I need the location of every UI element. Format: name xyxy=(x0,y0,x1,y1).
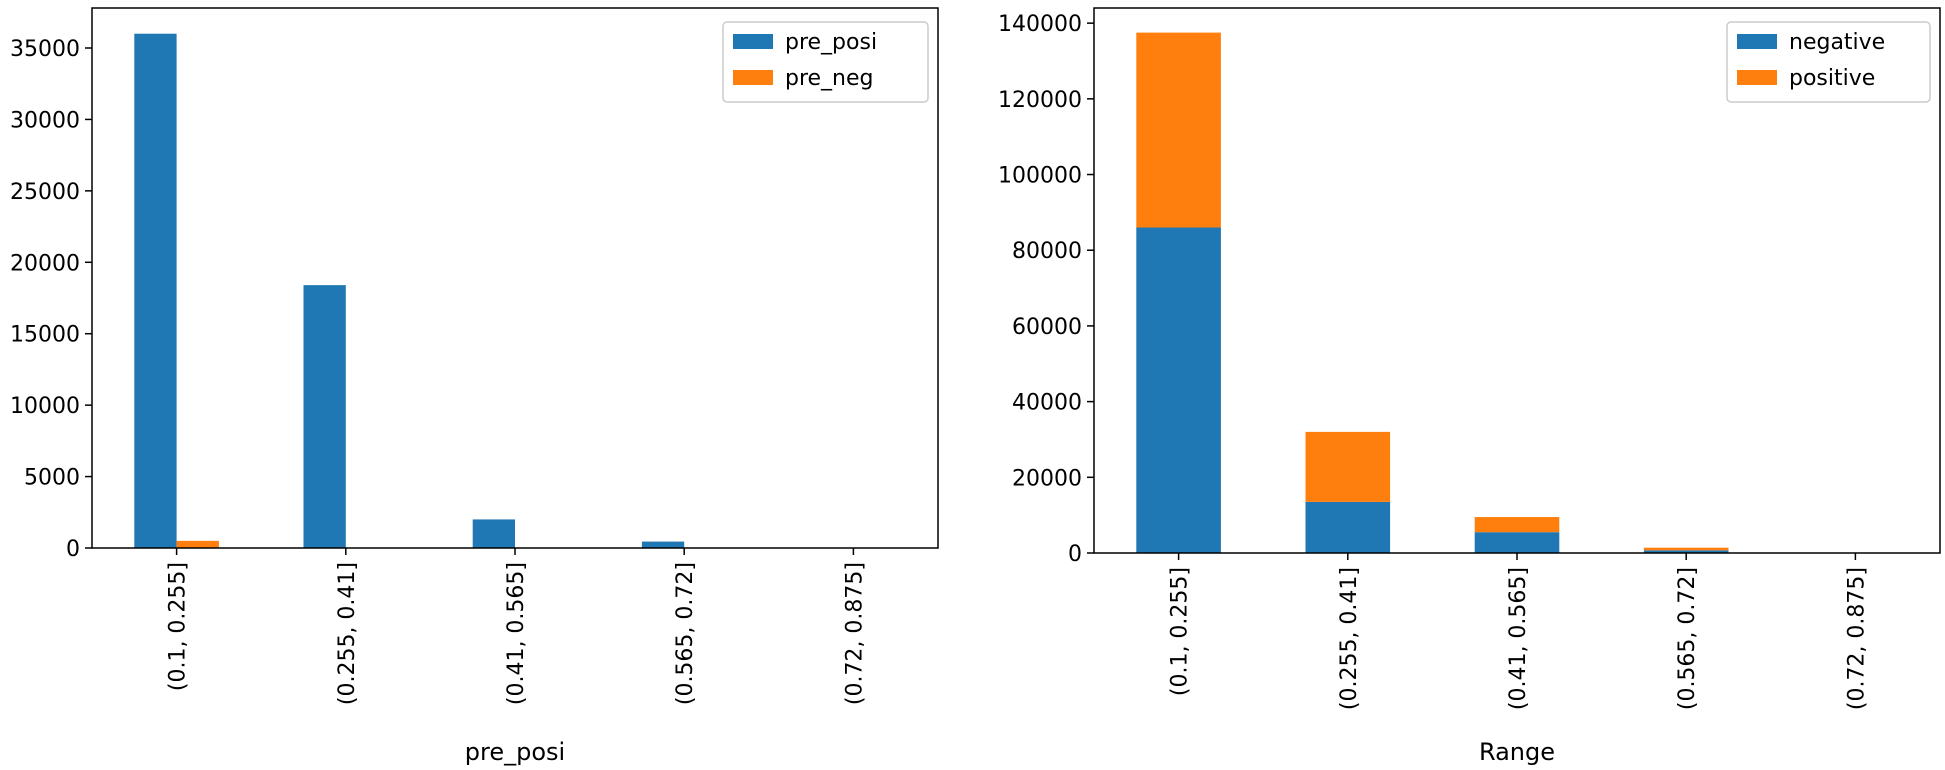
y-tick-label: 25000 xyxy=(10,180,80,205)
y-tick-label: 20000 xyxy=(10,251,80,276)
x-axis-label: pre_posi xyxy=(465,738,565,766)
x-tick-label: (0.255, 0.41] xyxy=(335,562,360,705)
bar-negative-1 xyxy=(1305,501,1391,553)
y-tick-label: 140000 xyxy=(998,12,1082,37)
y-tick-label: 10000 xyxy=(10,394,80,419)
x-tick-label: (0.41, 0.565] xyxy=(504,562,529,705)
bar-pre_neg-0 xyxy=(176,540,219,548)
legend-label: positive xyxy=(1789,66,1875,91)
x-tick-label: (0.41, 0.565] xyxy=(1506,567,1531,710)
x-tick-label: (0.1, 0.255] xyxy=(1168,567,1193,696)
legend-box xyxy=(722,21,929,103)
bar-pre_posi-0 xyxy=(134,33,177,548)
bar-negative-2 xyxy=(1474,532,1560,553)
bar-negative-3 xyxy=(1643,550,1729,553)
y-tick-label: 5000 xyxy=(24,466,80,491)
y-tick-label: 30000 xyxy=(10,108,80,133)
legend-label: pre_posi xyxy=(785,30,877,55)
y-tick-label: 35000 xyxy=(10,37,80,62)
legend-swatch-positive xyxy=(1737,70,1777,85)
y-tick-label: 0 xyxy=(1068,542,1082,567)
bar-pre_posi-3 xyxy=(641,541,685,548)
y-tick-label: 80000 xyxy=(1012,239,1082,264)
bar-negative-0 xyxy=(1136,227,1221,553)
bar-pre_posi-1 xyxy=(303,285,346,548)
legend-swatch-negative xyxy=(1737,34,1777,49)
y-tick-label: 100000 xyxy=(998,164,1082,189)
y-tick-label: 0 xyxy=(66,537,80,562)
legend-box xyxy=(1726,21,1931,103)
bar-positive-1 xyxy=(1305,431,1391,502)
bar-positive-3 xyxy=(1643,547,1729,551)
y-tick-label: 60000 xyxy=(1012,315,1082,340)
bar-positive-0 xyxy=(1136,32,1221,228)
x-tick-label: (0.565, 0.72] xyxy=(673,562,698,705)
y-tick-label: 40000 xyxy=(1012,391,1082,416)
y-tick-label: 20000 xyxy=(1012,466,1082,491)
x-tick-label: (0.72, 0.875] xyxy=(1844,567,1869,710)
x-tick-label: (0.565, 0.72] xyxy=(1675,567,1700,710)
x-tick-label: (0.255, 0.41] xyxy=(1337,567,1362,710)
legend-swatch-pre_neg xyxy=(733,70,773,85)
legend: negative positive xyxy=(1726,21,1931,103)
legend-label: pre_neg xyxy=(785,66,874,91)
legend-swatch-pre_posi xyxy=(733,34,773,49)
y-tick-label: 120000 xyxy=(998,88,1082,113)
x-tick-label: (0.1, 0.255] xyxy=(166,562,191,691)
bars xyxy=(134,33,685,548)
chart-pre-posi: 0 5000 10000 15000 20000 25000 30000 35000 (0.1,… xyxy=(10,7,939,766)
y-tick-label: 15000 xyxy=(10,323,80,348)
chart-range: 0 20000 40000 60000 80000 100000 120000 140000 (… xyxy=(998,7,1941,766)
legend-label: negative xyxy=(1789,30,1885,55)
x-axis-label: Range xyxy=(1479,738,1555,766)
bars xyxy=(1136,32,1729,553)
bar-pre_posi-2 xyxy=(472,519,515,548)
legend: pre_posi pre_neg xyxy=(722,21,929,103)
bar-positive-2 xyxy=(1474,517,1560,533)
x-tick-label: (0.72, 0.875] xyxy=(842,562,867,705)
